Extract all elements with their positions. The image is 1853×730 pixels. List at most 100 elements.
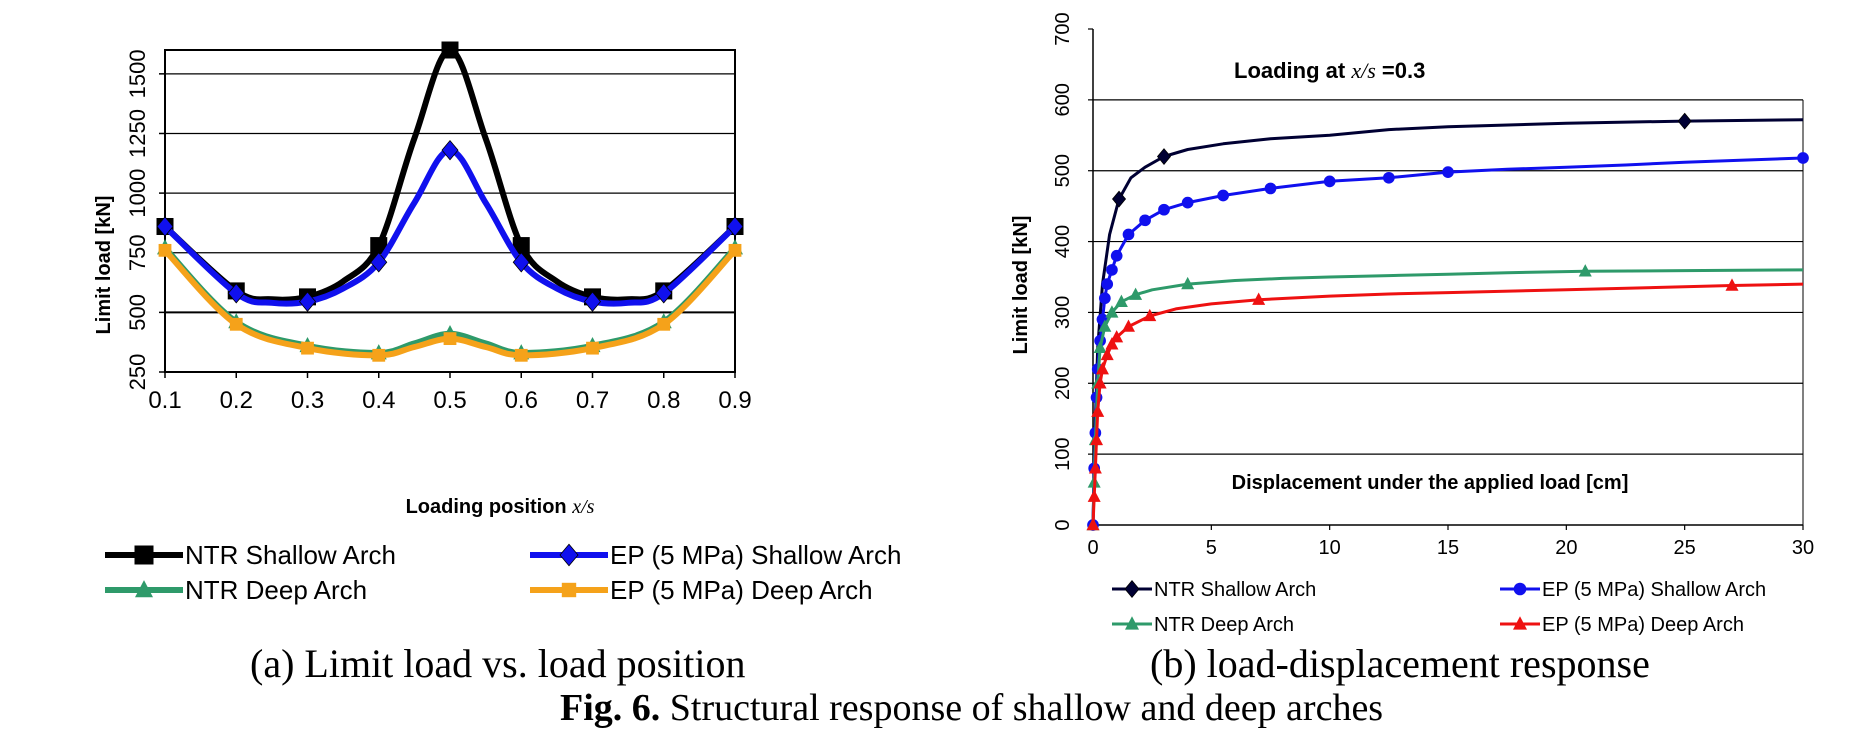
chart-b-y-ticks: 0 100 200 300 400 500 600 700 xyxy=(1052,12,1093,531)
chart-b-data-point xyxy=(1105,305,1119,318)
chart-b-data-point xyxy=(1110,249,1123,262)
chart-b-data-point xyxy=(1143,308,1157,322)
chart-b-data-point xyxy=(1088,461,1102,474)
chart-b-legend-item: EP (5 MPa) Deep Arch xyxy=(1500,614,1744,636)
chart-a-data-point xyxy=(227,283,245,304)
chart-a-legend-marker xyxy=(134,545,154,565)
caption-a: (a) Limit load vs. load position xyxy=(250,641,746,686)
chart-b-legend-label: NTR Deep Arch xyxy=(1154,614,1294,636)
chart-a-x-tick-label: 0.5 xyxy=(433,387,466,414)
chart-b-data-point xyxy=(1677,112,1692,130)
chart-a-series xyxy=(156,41,744,362)
chart-b-data-point xyxy=(1181,276,1195,290)
chart-a-x-axis-label-text: Loading position xyxy=(406,496,567,518)
chart-a-data-point xyxy=(514,348,528,362)
chart-b-x-tick-label: 5 xyxy=(1206,537,1217,559)
chart-b-data-point xyxy=(1114,294,1128,307)
chart-b-x-tick-label: 30 xyxy=(1792,537,1814,559)
chart-a-x-axis-label-variable: x/s xyxy=(571,496,594,518)
chart-a-data-point xyxy=(370,252,388,273)
chart-a-legend-label: NTR Shallow Arch xyxy=(185,540,396,570)
chart-b-y-tick-label: 600 xyxy=(1052,83,1074,116)
chart-a-data-point xyxy=(443,332,457,346)
chart-a-legend-label: EP (5 MPa) Deep Arch xyxy=(610,575,873,605)
chart-b-y-tick-label: 300 xyxy=(1052,296,1074,329)
chart-b-annotation-text: Loading at xyxy=(1234,58,1346,83)
chart-b-legend-marker xyxy=(1513,616,1527,630)
chart-a-y-tick-label: 1000 xyxy=(125,169,150,218)
chart-a-x-tick-label: 0.4 xyxy=(362,387,395,414)
caption-b: (b) load-displacement response xyxy=(1150,641,1650,686)
chart-a-series-1 xyxy=(156,41,744,306)
figure-canvas: 0.1 0.2 0.3 0.4 0.5 0.6 0.7 0.8 0.9 250500750100… xyxy=(93,12,1814,636)
chart-a-legend-item: NTR Shallow Arch xyxy=(105,540,396,570)
chart-b-data-point xyxy=(1252,292,1266,305)
chart-b-data-point xyxy=(1323,175,1336,188)
chart-b-x-tick-label: 0 xyxy=(1087,537,1098,559)
chart-b-annotation-value: =0.3 xyxy=(1382,58,1425,83)
chart-b-gridlines xyxy=(1093,99,1803,455)
chart-b-data-point xyxy=(1087,489,1101,502)
chart-b-series xyxy=(1086,112,1809,531)
chart-a-legend-item: EP (5 MPa) Deep Arch xyxy=(530,575,873,605)
chart-b-y-tick-label: 0 xyxy=(1052,519,1074,530)
chart-a-data-point xyxy=(301,341,314,355)
chart-b-y-tick-label: 700 xyxy=(1052,12,1074,45)
chart-a-data-point xyxy=(657,317,671,331)
chart-b-legend-label: EP (5 MPa) Shallow Arch xyxy=(1542,579,1766,601)
chart-b-x-tick-label: 25 xyxy=(1674,537,1696,559)
chart-a-y-tick-label: 1500 xyxy=(125,49,150,98)
chart-a-data-point xyxy=(441,41,459,59)
chart-b-data-point xyxy=(1181,196,1194,209)
chart-b-data-point xyxy=(1095,361,1109,375)
chart-b-series-line xyxy=(1091,156,1804,526)
chart-b-data-point xyxy=(1098,292,1111,305)
chart-a-x-tick-label: 0.3 xyxy=(291,387,324,414)
chart-b-data-point xyxy=(1090,432,1104,446)
chart-a-legend-item: NTR Deep Arch xyxy=(105,575,367,605)
chart-b-data-point xyxy=(1122,319,1135,332)
chart-a-legend-item: EP (5 MPa) Shallow Arch xyxy=(530,540,901,570)
chart-a-data-point xyxy=(726,216,744,237)
chart-b-x-tick-label: 20 xyxy=(1555,537,1577,559)
chart-b-data-point xyxy=(1797,152,1809,164)
chart-b-data-point xyxy=(1217,189,1230,202)
chart-b-series-line xyxy=(1091,118,1804,526)
chart-b-data-point xyxy=(1086,517,1100,531)
chart-b-y-tick-label: 400 xyxy=(1052,225,1074,258)
chart-b-legend: NTR Shallow Arch EP (5 MPa) Shallow Arch N… xyxy=(1112,579,1766,636)
chart-b-data-point xyxy=(1100,347,1114,361)
chart-b-series-4 xyxy=(1086,278,1804,531)
chart-a-data-point xyxy=(156,216,174,237)
chart-b: 0 5 10 15 20 25 30 0 100 200 300 400 500 600 700 Load… xyxy=(1010,12,1814,636)
chart-a-y-tick-label: 500 xyxy=(125,294,150,331)
chart-b-annotation-variable: x/s xyxy=(1350,58,1375,83)
chart-b-data-point xyxy=(1578,264,1592,277)
chart-a-series-line xyxy=(162,147,738,307)
chart-a-data-point xyxy=(655,283,673,304)
chart-a-legend: NTR Shallow Arch EP (5 MPa) Shallow Arch N… xyxy=(105,540,901,605)
chart-a-y-tick-label: 250 xyxy=(125,354,150,391)
chart-a-gridlines xyxy=(165,73,735,314)
chart-a-data-point xyxy=(512,252,530,273)
chart-b-data-point xyxy=(1091,404,1105,417)
chart-a-x-tick-label: 0.9 xyxy=(718,387,751,414)
chart-a-data-point xyxy=(229,317,243,331)
chart-a-series-line xyxy=(162,47,738,303)
chart-b-legend-item: NTR Deep Arch xyxy=(1112,614,1294,636)
figure-caption-text: Structural response of shallow and deep … xyxy=(669,687,1384,729)
chart-b-annotation: Loading at x/s =0.3 xyxy=(1234,58,1425,83)
chart-a-legend-marker xyxy=(135,580,153,598)
chart-a-data-point xyxy=(298,291,317,312)
chart-a-data-point xyxy=(158,243,172,257)
chart-a-series-4 xyxy=(158,243,742,362)
chart-a-x-tick-label: 0.2 xyxy=(220,387,253,414)
chart-b-data-point xyxy=(1110,330,1124,343)
chart-b-data-point xyxy=(1382,171,1395,184)
chart-a-data-point xyxy=(728,243,742,257)
chart-a-legend-label: EP (5 MPa) Shallow Arch xyxy=(610,540,901,570)
chart-a-legend-marker xyxy=(561,582,577,598)
chart-a-y-tick-label: 1250 xyxy=(125,109,150,158)
chart-b-y-tick-label: 200 xyxy=(1052,367,1074,400)
chart-b-y-tick-label: 500 xyxy=(1052,154,1074,187)
